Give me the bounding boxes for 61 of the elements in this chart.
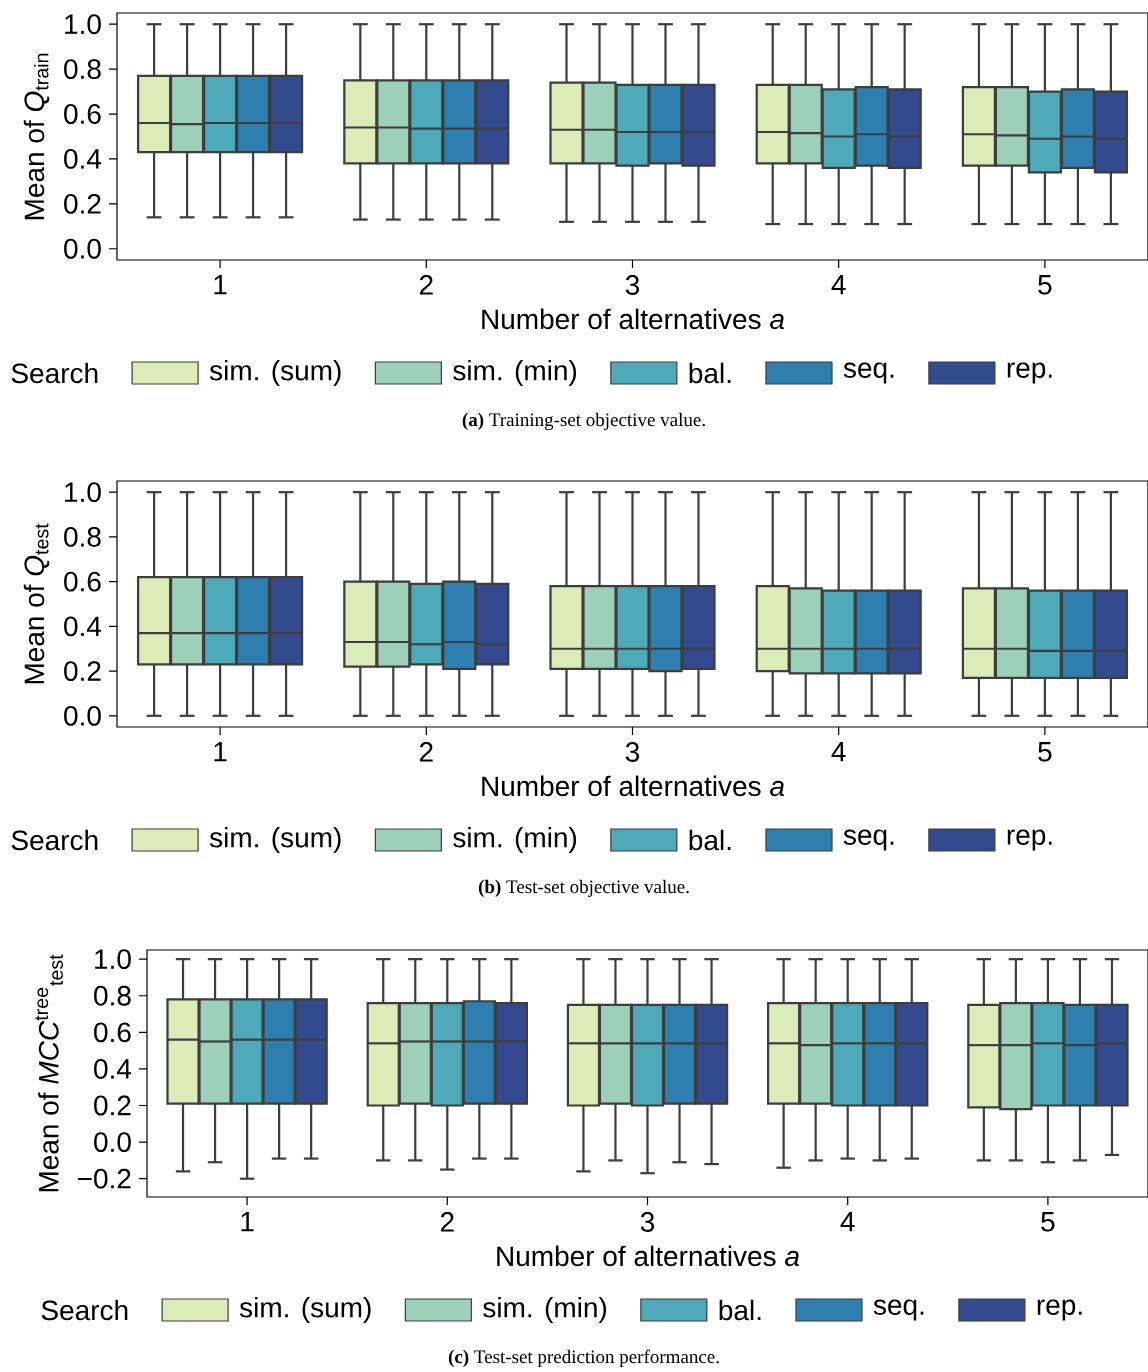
x-tick-label: 4 [831, 275, 846, 295]
x-tick-label: 1 [241, 1212, 254, 1232]
legend-label: bal. [719, 1299, 761, 1321]
y-tick-label: 0.8 [64, 59, 101, 80]
x-axis-title: Number of alternatives a [497, 1245, 800, 1267]
legend-title: Search [11, 829, 98, 851]
x-tick-label: 5 [1038, 742, 1052, 762]
y-tick-label: 0.0 [64, 238, 101, 259]
y-axis-title: Mean of Q$_{test}$ [23, 523, 50, 684]
y-tick-label: 0.2 [94, 1095, 131, 1116]
y-tick-label: 0.6 [94, 1022, 131, 1043]
legend-label: sim. (sum) [239, 1296, 371, 1324]
x-tick-label: 4 [831, 742, 846, 762]
y-tick-label: 0.6 [64, 104, 101, 124]
y-tick-label: −0.2 [78, 1168, 131, 1189]
x-tick-label: 2 [440, 1212, 454, 1232]
legend-label: seq. [873, 1299, 924, 1321]
y-tick-label: 1.0 [95, 949, 131, 970]
y-tick-label: 0.0 [94, 1132, 131, 1153]
x-tick-label: 1 [214, 275, 227, 295]
legend-label: seq. [843, 829, 894, 851]
y-tick-label: 0.8 [64, 526, 101, 547]
y-tick-label: 0.8 [94, 985, 131, 1006]
legend-label: sim. (min) [453, 359, 577, 387]
y-tick-label: 0.4 [64, 149, 102, 169]
text: (c) Test-set prediction performance. [448, 1349, 719, 1368]
x-axis-title: Number of alternatives a [482, 775, 785, 797]
y-tick-label: 1.0 [65, 14, 101, 35]
text: (a) Training-set objective value. [462, 412, 705, 431]
legend-label: rep. [1037, 1299, 1082, 1321]
y-tick-label: 0.4 [94, 1058, 132, 1079]
y-tick-label: 0.2 [64, 193, 101, 214]
legend-title: Search [11, 362, 98, 384]
legend-title: Search [41, 1299, 128, 1321]
y-tick-label: 1.0 [65, 482, 101, 503]
x-tick-label: 3 [625, 275, 640, 295]
x-tick-label: 4 [840, 1212, 855, 1232]
y-axis-title: Mean of MCC$^{tree}$test [35, 954, 63, 1192]
x-tick-label: 2 [419, 275, 433, 295]
legend-label: seq. [843, 362, 894, 384]
text: (b) Test-set objective value. [478, 879, 689, 898]
x-tick-label: 3 [640, 1212, 655, 1232]
y-tick-label: 0.2 [64, 661, 101, 682]
legend-label: rep. [1007, 362, 1052, 384]
x-tick-label: 2 [419, 742, 433, 762]
x-tick-label: 3 [625, 742, 640, 762]
x-tick-label: 1 [214, 742, 227, 762]
y-tick-label: 0.0 [64, 705, 101, 726]
legend-label: sim. (min) [453, 826, 577, 854]
legend-label: rep. [1007, 829, 1052, 851]
x-tick-label: 5 [1038, 275, 1052, 295]
legend-label: sim. (sum) [209, 826, 341, 854]
y-tick-label: 0.4 [64, 616, 102, 637]
legend-label: bal. [689, 829, 731, 851]
legend-label: sim. (min) [483, 1296, 607, 1324]
x-axis-title: Number of alternatives a [482, 308, 785, 330]
y-tick-label: 0.6 [64, 571, 101, 592]
x-tick-label: 5 [1041, 1212, 1055, 1232]
y-axis-title: Mean of Q$_{train}$ [23, 53, 50, 220]
legend-label: sim. (sum) [209, 359, 341, 387]
legend-label: bal. [689, 362, 731, 384]
